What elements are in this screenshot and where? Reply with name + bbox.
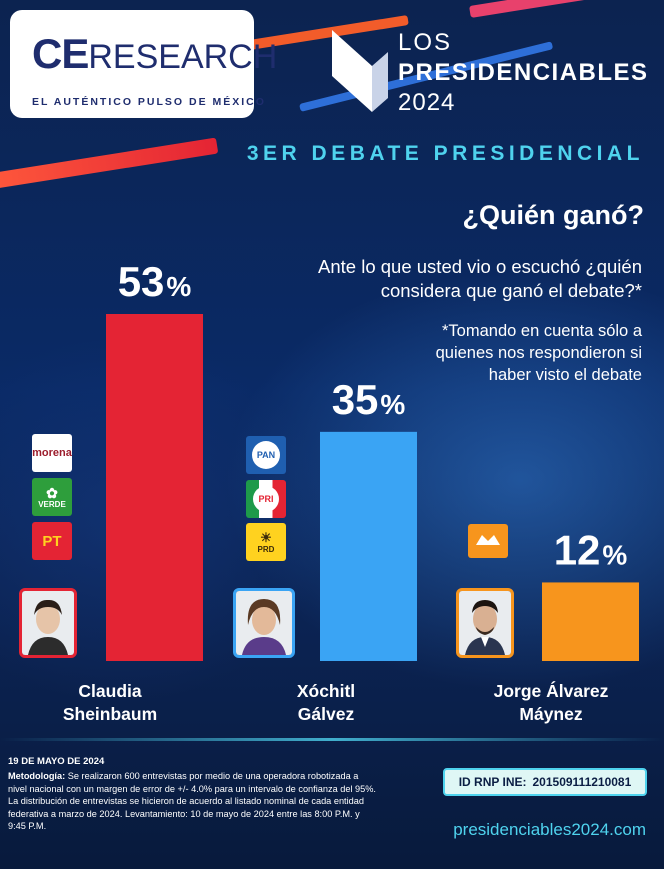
logo-research: RESEARCH bbox=[88, 38, 278, 76]
candidate-name-1: Claudia Sheinbaum bbox=[40, 680, 180, 726]
avatar-claudia-sheinbaum bbox=[19, 588, 77, 658]
rnp-value: 201509111210081 bbox=[532, 775, 632, 789]
pt-logo-icon: PT bbox=[32, 522, 72, 560]
verde-label: VERDE bbox=[38, 499, 66, 509]
candidate-2-first: Xóchitl bbox=[296, 681, 356, 701]
pan-label: PAN bbox=[252, 441, 280, 469]
poll-date: 19 DE MAYO DE 2024 bbox=[8, 756, 105, 767]
pri-label: PRI bbox=[253, 486, 279, 512]
bar-2 bbox=[320, 431, 417, 661]
logo-ce: CE bbox=[32, 30, 89, 77]
website-link[interactable]: presidenciables2024.com bbox=[453, 820, 646, 839]
avatar-xochitl-galvez bbox=[233, 588, 295, 658]
candidate-name-3: Jorge Álvarez Máynez bbox=[456, 680, 646, 726]
bar-1 bbox=[106, 314, 203, 661]
pan-logo-icon: PAN bbox=[246, 436, 286, 474]
morena-logo-icon: morena bbox=[32, 434, 72, 472]
ce-research-logo: CERESEARCH EL AUTÉNTICO PULSO DE MÉXICO bbox=[10, 10, 277, 118]
candidate-3-first: Jorge Álvarez bbox=[493, 681, 609, 701]
prd-label: PRD bbox=[257, 544, 275, 554]
candidate-1-last: Sheinbaum bbox=[62, 704, 158, 724]
bar-value-label-2: 35% bbox=[332, 376, 406, 423]
question-text: Ante lo que usted vio o escuchó ¿quién c… bbox=[318, 256, 642, 301]
morena-label: morena bbox=[32, 447, 72, 459]
event-line-2: PRESIDENCIABLES bbox=[398, 59, 649, 86]
prd-logo-icon: ☀ PRD bbox=[246, 523, 286, 561]
bar-3 bbox=[542, 582, 639, 661]
event-line-3: 2024 bbox=[398, 89, 456, 116]
logo-tagline: EL AUTÉNTICO PULSO DE MÉXICO bbox=[32, 96, 266, 108]
methodology-text: Se realizaron 600 entrevistas por medio … bbox=[8, 771, 376, 831]
rnp-id-box: ID RNP INE: 201509111210081 bbox=[443, 768, 647, 796]
debate-heading: 3ER DEBATE PRESIDENCIAL bbox=[246, 142, 644, 165]
rnp-label: ID RNP INE: bbox=[458, 775, 527, 789]
chart-title: ¿Quién ganó? bbox=[462, 200, 645, 230]
verde-logo-icon: ✿ VERDE bbox=[32, 478, 72, 516]
question-note: *Tomando en cuenta sólo a quienes nos re… bbox=[435, 322, 642, 384]
bar-value-label-3: 12% bbox=[554, 526, 628, 573]
pri-logo-icon: PRI bbox=[246, 480, 286, 518]
candidate-3-last: Máynez bbox=[519, 704, 583, 724]
methodology: Metodología: Se realizaron 600 entrevist… bbox=[8, 770, 376, 833]
movimiento-ciudadano-logo-icon bbox=[468, 524, 508, 558]
candidate-2-last: Gálvez bbox=[297, 704, 355, 724]
event-line-1: LOS bbox=[398, 29, 453, 56]
avatar-jorge-alvarez-maynez bbox=[456, 588, 514, 658]
pt-label: PT bbox=[42, 532, 62, 550]
logo-wordmark: CERESEARCH bbox=[32, 30, 277, 81]
footer-divider bbox=[0, 738, 664, 741]
candidate-name-2: Xóchitl Gálvez bbox=[256, 680, 396, 726]
presidenciables-mark-icon bbox=[332, 30, 388, 112]
methodology-label: Metodología: bbox=[8, 771, 66, 781]
bar-value-label-1: 53% bbox=[118, 258, 192, 305]
eagle-icon bbox=[476, 535, 500, 545]
candidate-1-first: Claudia bbox=[78, 681, 142, 701]
